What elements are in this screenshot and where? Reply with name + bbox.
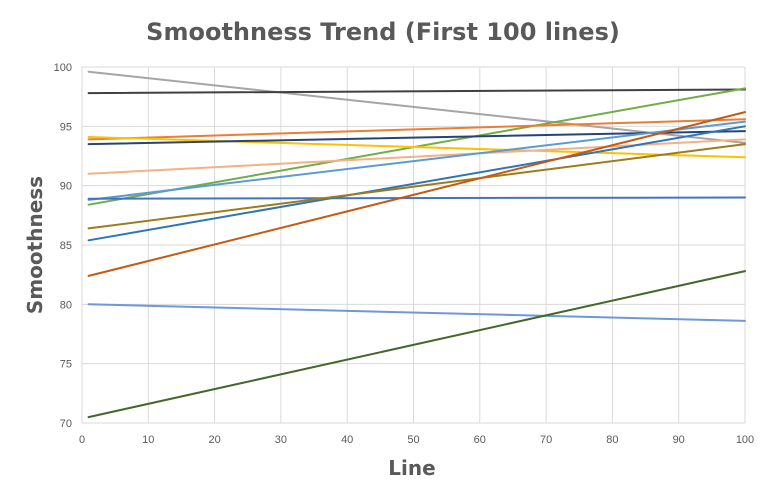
series-line-12 xyxy=(87,111,746,277)
y-tick-labels: 70 75 80 85 90 95 100 xyxy=(54,62,72,430)
x-tick-label: 0 xyxy=(79,434,85,446)
x-tick-label: 90 xyxy=(673,434,685,446)
y-tick-label: 70 xyxy=(60,418,72,430)
series-line-10 xyxy=(87,125,746,242)
x-tick-label: 100 xyxy=(736,434,754,446)
y-tick-label: 75 xyxy=(60,359,72,371)
series-line-11 xyxy=(87,143,746,230)
x-tick-label: 30 xyxy=(275,434,287,446)
series-line-2 xyxy=(87,88,746,95)
chart-title: Smoothness Trend (First 100 lines) xyxy=(146,18,620,46)
x-tick-label: 60 xyxy=(474,434,486,446)
series-line-13 xyxy=(87,303,746,322)
x-tick-label: 40 xyxy=(341,434,353,446)
series-line-6 xyxy=(87,130,746,146)
x-tick-label: 70 xyxy=(540,434,552,446)
y-tick-label: 95 xyxy=(60,121,72,133)
x-tick-label: 80 xyxy=(606,434,618,446)
series-line-4 xyxy=(87,118,746,141)
x-tick-label: 20 xyxy=(208,434,220,446)
x-tick-label: 10 xyxy=(142,434,154,446)
series-line-9 xyxy=(87,196,746,200)
y-tick-label: 85 xyxy=(60,240,72,252)
series-line-1 xyxy=(87,70,746,144)
y-tick-label: 90 xyxy=(60,181,72,193)
series-lines xyxy=(87,70,746,419)
series-line-14 xyxy=(87,270,746,419)
series-line-5 xyxy=(87,136,746,159)
x-tick-labels: 0 10 20 30 40 50 60 70 80 90 100 xyxy=(79,434,754,446)
y-tick-label: 100 xyxy=(54,62,72,74)
x-tick-label: 50 xyxy=(407,434,419,446)
y-axis-title: Smoothness xyxy=(23,176,47,314)
y-tick-label: 80 xyxy=(60,299,72,311)
gridlines xyxy=(81,66,746,424)
x-axis-title: Line xyxy=(388,456,435,480)
series-line-8 xyxy=(87,120,746,201)
